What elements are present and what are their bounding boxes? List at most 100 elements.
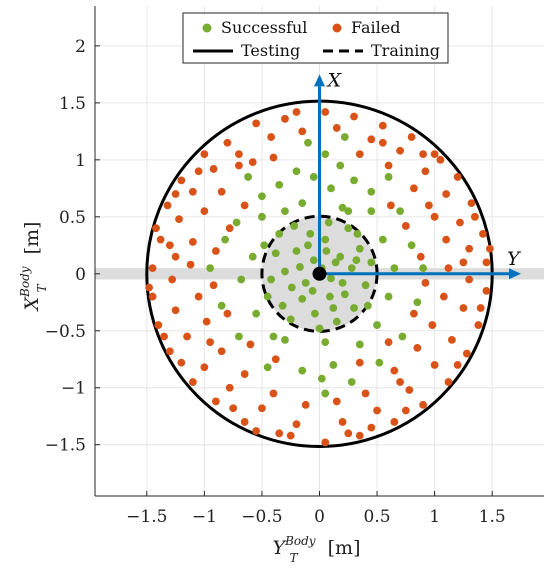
failed-point	[154, 321, 163, 329]
successful-point	[275, 181, 284, 189]
successful-point	[340, 133, 349, 141]
failed-point	[200, 150, 209, 159]
failed-point	[186, 260, 195, 269]
successful-point	[325, 292, 334, 301]
successful-point	[329, 304, 338, 312]
failed-point	[453, 361, 462, 369]
successful-point	[347, 264, 356, 272]
successful-point	[317, 374, 326, 383]
failed-point	[355, 431, 364, 440]
failed-point	[384, 338, 393, 347]
failed-point	[367, 135, 376, 144]
successful-point	[407, 241, 416, 250]
failed-point	[156, 235, 165, 244]
failed-point	[171, 190, 180, 198]
successful-point	[292, 247, 301, 255]
failed-point	[401, 222, 410, 230]
successful-point	[298, 366, 307, 375]
failed-point	[428, 321, 437, 329]
failed-point	[453, 173, 462, 181]
successful-point	[304, 138, 312, 147]
failed-point	[217, 347, 226, 356]
x-axis-title: YBody T [m]	[273, 534, 361, 565]
failed-point	[462, 349, 471, 358]
failed-point	[223, 138, 232, 147]
successful-point	[221, 235, 229, 244]
successful-point	[347, 378, 356, 386]
failed-point	[413, 343, 422, 352]
successful-point	[321, 235, 330, 244]
failed-point	[367, 423, 376, 432]
failed-point	[482, 258, 491, 267]
failed-point	[467, 199, 476, 208]
x-tick-label: 1.5	[479, 507, 506, 527]
successful-point	[367, 207, 376, 216]
failed-point	[240, 201, 249, 210]
successful-point	[298, 199, 307, 208]
failed-point	[386, 201, 395, 210]
successful-point	[336, 161, 345, 170]
successful-point	[263, 292, 272, 301]
successful-point	[258, 192, 266, 201]
y-axis-title: XBody T [m]	[18, 222, 49, 313]
failed-point	[177, 176, 186, 185]
failed-point	[355, 150, 364, 159]
successful-point	[367, 258, 376, 267]
failed-point	[407, 133, 416, 141]
legend-successful-label: Successful	[221, 18, 307, 37]
failed-point	[390, 366, 399, 375]
failed-point	[160, 332, 168, 341]
successful-point	[309, 256, 318, 265]
successful-point	[363, 301, 372, 310]
failed-point	[447, 335, 456, 344]
successful-point	[353, 230, 362, 238]
successful-point	[419, 264, 428, 272]
failed-point	[235, 150, 243, 159]
successful-point	[267, 275, 276, 284]
successful-point	[260, 241, 269, 250]
failed-point	[200, 363, 209, 372]
failed-point	[163, 201, 172, 210]
failed-point	[373, 406, 381, 415]
failed-point	[424, 201, 433, 210]
failed-point	[188, 378, 197, 386]
successful-point	[286, 315, 295, 324]
failed-point	[269, 389, 278, 398]
successful-point	[324, 218, 333, 227]
failed-point	[267, 133, 276, 141]
failed-point	[148, 264, 157, 272]
successful-point	[384, 173, 393, 181]
failed-point	[286, 431, 295, 440]
failed-point	[410, 309, 418, 318]
successful-point	[235, 332, 243, 341]
failed-point	[223, 309, 232, 318]
failed-point	[361, 389, 370, 398]
failed-point	[396, 146, 404, 155]
origin-marker	[312, 266, 327, 281]
y-tick-label: 2	[75, 37, 86, 57]
failed-point	[145, 283, 154, 292]
y-tick-label: 0	[75, 265, 86, 285]
failed-point	[248, 158, 257, 167]
failed-point	[479, 230, 487, 238]
failed-point	[350, 112, 358, 121]
failed-point	[165, 347, 174, 356]
failed-point	[430, 212, 439, 221]
failed-point	[444, 378, 453, 386]
y-tick-label: −0.5	[45, 322, 86, 342]
failed-point	[240, 370, 249, 378]
successful-point	[301, 279, 310, 287]
failed-point	[332, 124, 341, 132]
successful-point	[344, 207, 353, 216]
failed-point	[465, 244, 474, 253]
failed-point	[405, 386, 414, 394]
failed-point	[430, 150, 439, 159]
successful-point	[355, 340, 364, 349]
y-tick-label: 1	[75, 151, 86, 171]
successful-point	[329, 361, 338, 369]
successful-point	[258, 212, 266, 221]
failed-point	[209, 165, 218, 173]
y-axis-title-subscript: T	[35, 283, 49, 292]
x-axis-title-subscript: T	[290, 551, 299, 565]
successful-point	[310, 309, 319, 318]
